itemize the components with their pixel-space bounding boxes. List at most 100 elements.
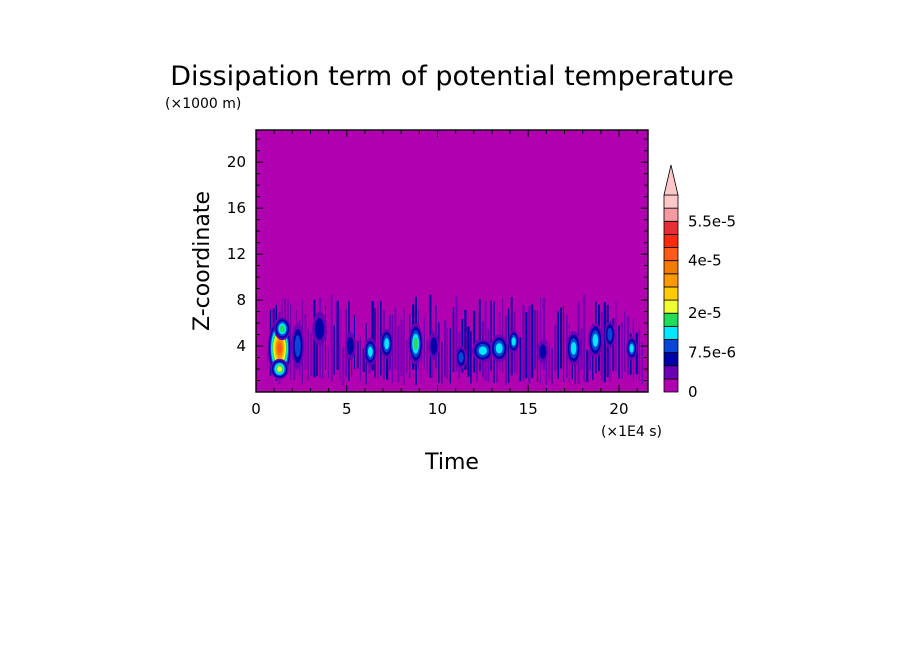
heatmap-cell-weak [406,340,408,373]
colorbar-swatch [663,194,679,209]
heatmap-cell-weak [397,326,400,383]
heatmap-cell-weak [638,329,641,380]
heatmap-cell-weak [528,305,531,384]
colorbar-label: 0 [688,383,698,401]
heatmap-cell-weak [583,294,586,382]
heatmap-cell-weak [615,302,617,372]
heatmap-cell-weak [455,296,458,372]
heatmap-cell-weak [525,312,528,379]
heatmap-contour-4-level-2 [314,317,325,340]
heatmap-contour-3-level-3 [294,335,301,357]
heatmap-cell-weak [359,336,362,382]
heatmap-cell-weak [316,315,318,377]
heatmap-contour-10-level-3 [458,352,464,363]
y-tick-label: 4 [236,337,246,355]
colorbar-swatch [663,325,679,340]
heatmap-cell-weak [609,349,611,382]
heatmap-cell-weak [539,296,541,385]
heatmap-cell-weak [621,322,623,379]
x-tick-label: 0 [251,400,261,418]
colorbar-swatch [663,207,679,222]
heatmap-cell-weak [464,309,467,370]
heatmap-cell-weak [470,331,472,384]
heatmap-contour-8-level-5 [413,337,418,351]
colorbar-label: 7.5e-6 [688,344,736,362]
heatmap-contour-17-level-3 [607,328,613,342]
heatmap-background [256,130,648,392]
heatmap-cell-weak [330,294,333,382]
colorbar-swatch [663,352,679,367]
heatmap-cell-weak [557,311,560,379]
heatmap-cell-weak [310,332,313,376]
heatmap-cell-weak [490,300,492,371]
x-tick-label: 10 [428,400,447,418]
heatmap-cell-weak [502,297,504,374]
colorbar-swatch [663,299,679,314]
heatmap-contour-5-level-2 [346,337,354,355]
heatmap-cell-weak [441,341,443,384]
heatmap-contour-7-level-4 [384,338,390,350]
heatmap-cell-weak [452,307,455,372]
heatmap-contour-15-level-4 [570,341,577,355]
heatmap-cell-weak [624,311,626,372]
heatmap-cell-weak [362,348,365,372]
y-tick-label: 16 [227,199,246,217]
heatmap-cell-weak [618,325,620,379]
chart-title: Dissipation term of potential temperatur… [170,61,734,92]
heatmap-cell-weak [307,328,309,381]
heatmap-cell-weak [449,328,452,384]
colorbar-swatch [663,273,679,288]
heatmap-cell-weak [461,319,464,373]
heatmap-cell-weak [635,332,638,375]
heatmap-contour-9-level-2 [430,337,438,355]
heatmap-cell-weak [522,305,525,381]
heatmap-cell-weak [467,326,470,377]
heatmap-cell-weak [403,308,405,385]
heatmap-cell-weak [516,349,518,375]
colorbar-swatch [663,378,679,393]
colorbar-swatch [663,233,679,248]
heatmap-contour-12-level-4 [495,343,503,354]
colorbar-swatch [663,365,679,380]
heatmap-cell-weak [536,310,539,383]
heatmap-cell-weak [426,340,428,374]
heatmap-cell-weak [641,342,644,385]
heatmap-cell-weak [420,347,422,384]
colorbar-label: 2e-5 [688,304,722,322]
colorbar-swatch [663,247,679,262]
heatmap-cell-weak [327,347,329,379]
heatmap-cell-weak [519,337,522,382]
heatmap-cell-weak [356,340,359,369]
heatmap-cell-weak [342,347,345,386]
heatmap-contour-13-level-4 [511,337,516,346]
heatmap-cell-weak [336,300,339,370]
colorbar-swatch [663,220,679,235]
heatmap-cell-weak [507,308,510,383]
heatmap-cell-weak [423,317,425,369]
heatmap-cell-weak [438,322,440,383]
x-tick-label: 5 [342,400,352,418]
heatmap-contour-11-level-4 [478,346,487,355]
plot-frame [255,129,649,393]
heatmap-cell-weak [473,311,476,373]
heatmap-cell-weak [545,340,548,385]
colorbar-label: 5.5e-5 [688,212,736,230]
y-tick-label: 8 [236,291,246,309]
y-unit-label: (×1000 m) [165,96,241,112]
heatmap-cell-weak [548,343,551,380]
heatmap-cell-weak [534,310,537,370]
x-tick-label: 20 [609,400,628,418]
colorbar-swatch [663,260,679,275]
y-axis-title: Z-coordinate [190,191,215,331]
heatmap-contour-6-level-4 [367,346,373,357]
colorbar-extend-arrow [663,164,679,196]
heatmap-contour-1-level-6 [277,366,282,372]
heatmap-cell-weak [351,344,353,377]
heatmap-cell-weak [377,301,379,379]
heatmap-cell-weak [304,313,307,370]
heatmap-cell-weak [560,307,563,369]
heatmap-cell-weak [551,348,553,385]
heatmap-cell-weak [603,302,606,383]
